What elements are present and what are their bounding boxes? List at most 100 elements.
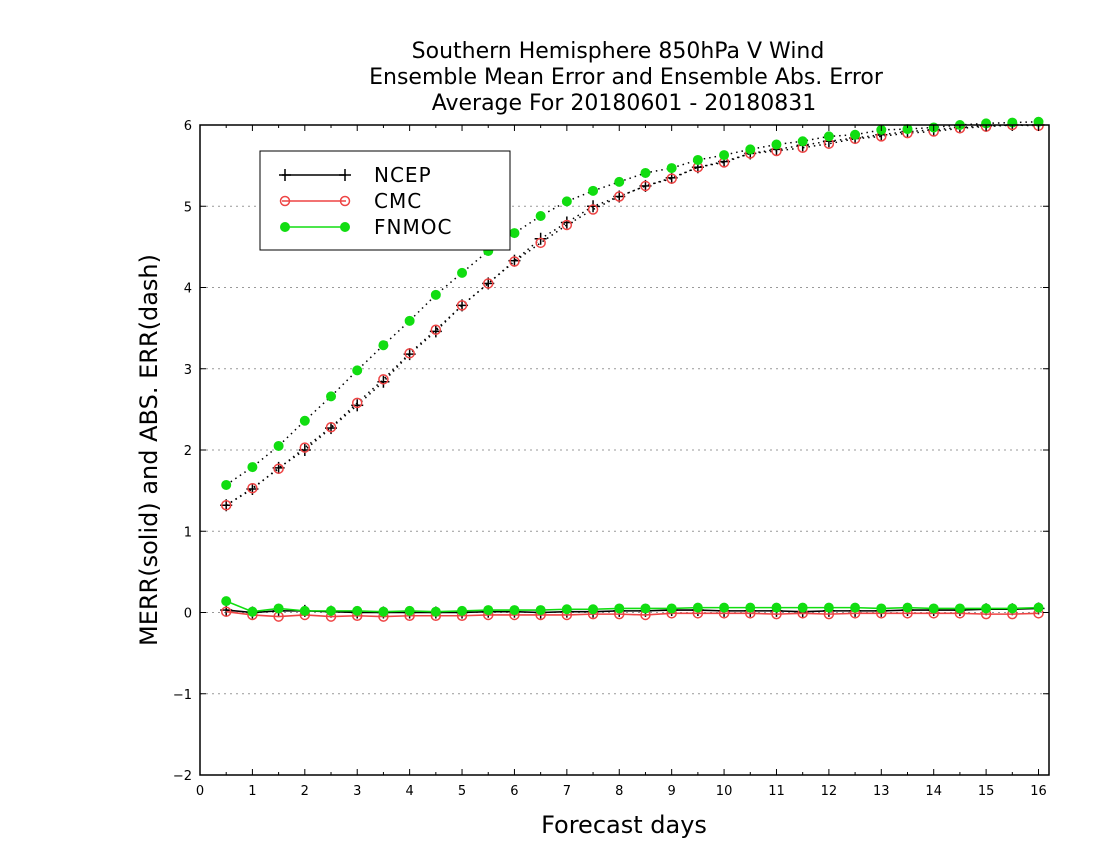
- series-fnmoc-merr-point: [614, 603, 625, 614]
- series-fnmoc-abs-err-point: [771, 139, 782, 150]
- series-fnmoc-abs-err-point: [640, 167, 651, 178]
- series-fnmoc-merr-point: [850, 602, 861, 613]
- tick-label-y-1: 1: [184, 525, 192, 540]
- series-fnmoc-merr-point: [430, 606, 441, 617]
- tick-label-y-3: 3: [184, 363, 192, 378]
- series-cmc-abs-err-point: [456, 300, 468, 311]
- series-fnmoc-abs-err-point: [299, 415, 310, 426]
- series-cmc-abs-err-point: [351, 397, 363, 409]
- series-fnmoc-abs-err-point: [719, 150, 730, 161]
- series-cmc-abs-err-point: [247, 482, 258, 494]
- series-fnmoc-merr-point: [876, 603, 887, 614]
- series-fnmoc-abs-err-point: [404, 315, 415, 326]
- series-layer: [220, 116, 1045, 622]
- series-cmc-abs-err-point: [404, 348, 415, 359]
- tick-label-y-6: 6: [184, 119, 192, 134]
- series-cmc-abs-err-point: [378, 374, 389, 385]
- legend-label-ncep: NCEP: [374, 163, 432, 187]
- tick-label-x-5: 5: [458, 784, 466, 799]
- series-fnmoc-abs-err-point: [247, 462, 258, 473]
- grid: [200, 205, 1049, 695]
- tick-label-x-4: 4: [405, 784, 413, 799]
- tick-label-y--1: −1: [173, 688, 192, 703]
- series-fnmoc-abs-err-point: [221, 479, 232, 490]
- tick-label-x-12: 12: [821, 784, 838, 799]
- tick-label-x-13: 13: [873, 784, 890, 799]
- series-fnmoc-merr-point: [1007, 603, 1018, 614]
- tick-label-x-16: 16: [1030, 784, 1047, 799]
- series-fnmoc-merr-point: [561, 604, 572, 615]
- legend-marker-cmc-end: [339, 195, 351, 207]
- series-cmc-abs-err-point: [614, 191, 625, 202]
- tick-label-y-2: 2: [184, 444, 192, 459]
- tick-label-x-2: 2: [301, 784, 309, 799]
- legend-marker-cmc-start: [279, 195, 291, 207]
- tick-label-x-15: 15: [978, 784, 995, 799]
- series-fnmoc-merr-point: [221, 596, 232, 607]
- tick-label-y-4: 4: [184, 282, 192, 297]
- series-fnmoc-abs-err-point: [457, 267, 468, 278]
- series-cmc-abs-err-point: [535, 237, 546, 249]
- x-axis: 0 1 2 3 4 5 6 7 8 9 10 11 12 13 14 15 16: [196, 125, 1047, 799]
- series-fnmoc-merr-point: [771, 602, 782, 613]
- series-fnmoc-merr-point: [378, 606, 389, 617]
- series-cmc-abs-err-point: [587, 204, 599, 215]
- series-fnmoc-merr-point: [981, 603, 992, 614]
- tick-label-x-0: 0: [196, 784, 204, 799]
- series-fnmoc-merr-point: [902, 602, 913, 613]
- series-fnmoc-abs-err-point: [850, 129, 861, 140]
- legend-marker-ncep-end: [339, 169, 351, 181]
- series-fnmoc-abs-err-point: [535, 211, 546, 221]
- series-cmc-abs-err-point: [509, 256, 520, 267]
- tick-label-x-14: 14: [925, 784, 942, 799]
- series-fnmoc-merr-point: [588, 604, 599, 615]
- series-fnmoc-merr-point: [352, 605, 363, 616]
- series-cmc-abs-err-point: [666, 173, 677, 184]
- tick-label-x-8: 8: [615, 784, 623, 799]
- legend-marker-fnmoc-end: [340, 222, 350, 232]
- series-fnmoc-abs-err-point: [745, 144, 756, 155]
- tick-label-y-5: 5: [184, 200, 192, 215]
- series-fnmoc-merr-point: [457, 605, 468, 616]
- series-fnmoc-abs-err-point: [614, 176, 625, 187]
- series-fnmoc-merr-point: [719, 602, 730, 613]
- series-fnmoc-merr-point: [535, 605, 546, 616]
- series-fnmoc-merr-point: [692, 602, 703, 613]
- tick-label-x-11: 11: [768, 784, 785, 799]
- tick-label-x-3: 3: [353, 784, 361, 799]
- series-cmc-abs-err-point: [299, 442, 311, 453]
- series-fnmoc-merr-point: [483, 605, 494, 616]
- series-cmc-abs-err-point: [561, 219, 573, 231]
- series-cmc-abs-err-point: [482, 278, 494, 289]
- series-cmc-abs-err-point: [273, 463, 284, 474]
- series-fnmoc-merr-point: [326, 605, 337, 616]
- series-fnmoc-merr-point: [299, 605, 310, 616]
- series-cmc-abs-err-point: [325, 422, 337, 433]
- tick-label-x-7: 7: [563, 784, 571, 799]
- series-fnmoc-abs-err-point: [666, 163, 677, 174]
- series-cmc-abs-err-point: [430, 324, 442, 335]
- x-axis-label: Forecast days: [541, 811, 707, 839]
- y-axis-label: MERR(solid) and ABS. ERR(dash): [135, 254, 163, 646]
- series-fnmoc-merr-point: [666, 603, 677, 614]
- series-fnmoc-abs-err-point: [561, 196, 572, 207]
- series-cmc-abs-err-point: [640, 180, 651, 192]
- series-fnmoc-abs-err-point: [326, 391, 337, 402]
- series-fnmoc-abs-err-point: [823, 131, 834, 142]
- series-fnmoc-merr-point: [797, 602, 808, 613]
- series-fnmoc-merr-point: [823, 602, 834, 613]
- tick-label-x-9: 9: [668, 784, 676, 799]
- legend-marker-ncep-start: [279, 169, 291, 181]
- tick-label-x-6: 6: [510, 784, 518, 799]
- series-fnmoc-merr-point: [247, 606, 258, 617]
- tick-label-y-0: 0: [184, 607, 192, 622]
- tick-label-y--2: −2: [173, 769, 192, 784]
- tick-label-x-10: 10: [716, 784, 733, 799]
- tick-label-x-1: 1: [248, 784, 256, 799]
- legend-marker-fnmoc-start: [280, 222, 290, 232]
- series-fnmoc-merr-point: [640, 603, 651, 614]
- series-cmc-abs-err-point: [220, 500, 232, 511]
- y-axis: −2 −1 0 1 2 3 4 5 6: [173, 119, 1049, 784]
